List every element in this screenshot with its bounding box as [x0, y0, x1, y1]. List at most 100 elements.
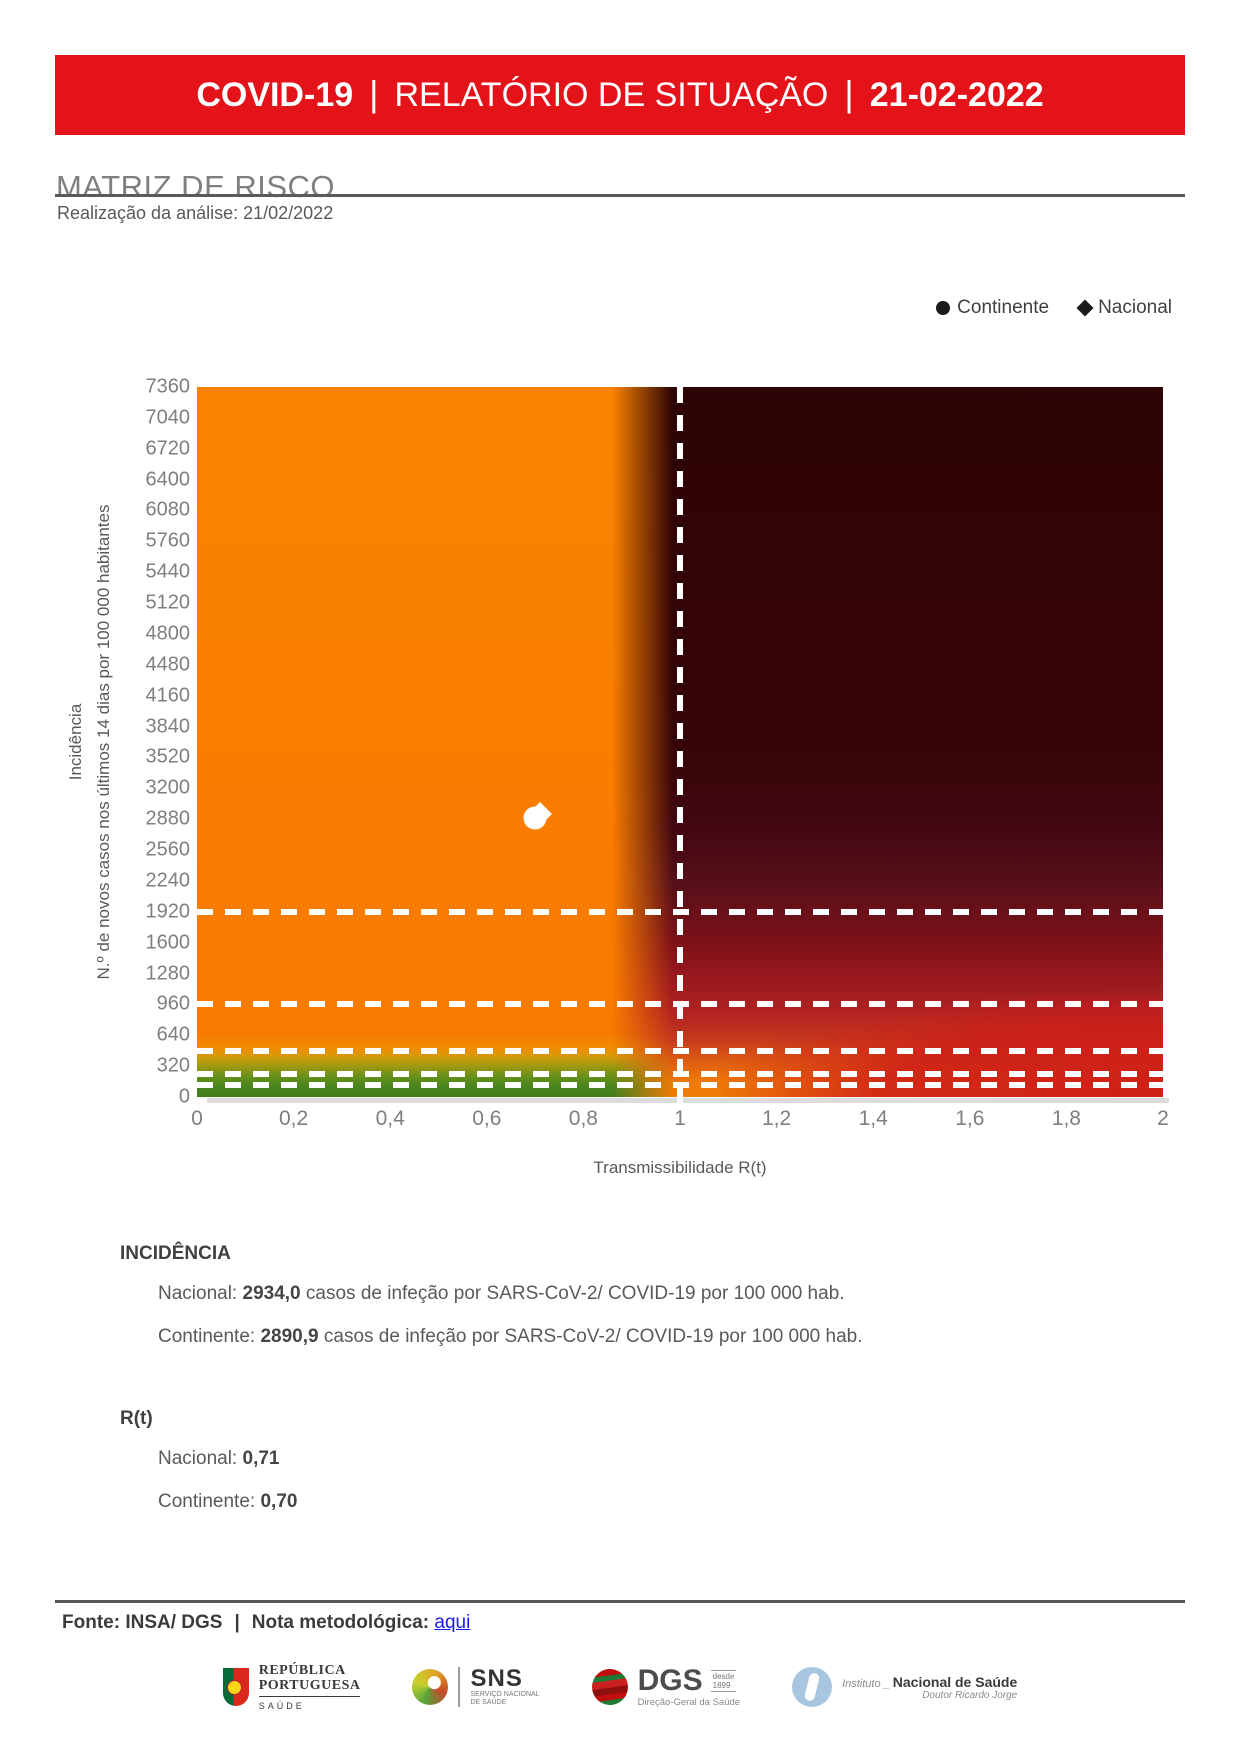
- rt-nacional-label: Nacional:: [158, 1448, 243, 1469]
- y-axis-tick-label: 2880: [145, 807, 191, 830]
- banner-date: 21-02-2022: [869, 75, 1044, 114]
- dgs-abbr: DGS: [637, 1663, 703, 1697]
- legend-item-nacional: Nacional: [1076, 297, 1172, 319]
- republica-text: REPÚBLICA PORTUGUESA SAÚDE: [258, 1663, 361, 1711]
- legend-label-nacional: Nacional: [1098, 297, 1172, 318]
- heatmap-red-corner-zone: [718, 990, 1163, 1097]
- banner-title: RELATÓRIO DE SITUAÇÃO: [394, 75, 829, 114]
- methodology-label: Nota metodológica:: [251, 1612, 430, 1633]
- dgs-since-word: desde: [712, 1671, 735, 1681]
- logo-insa: Instituto _ Nacional de Saúde Doutor Ric…: [792, 1667, 1017, 1707]
- y-axis-tick-label: 6720: [145, 437, 191, 460]
- incidence-nacional-value: 2934,0: [242, 1283, 301, 1304]
- x-axis-tick-label: 0,4: [375, 1107, 405, 1130]
- y-axis-tick-label: 5760: [145, 529, 191, 552]
- x-axis-title: Transmissibilidade R(t): [593, 1158, 767, 1177]
- footer-divider: [55, 1600, 1185, 1603]
- x-axis-tick-label: 0,2: [278, 1107, 309, 1130]
- rt-nacional-row: Nacional: 0,71: [158, 1448, 279, 1470]
- incidence-continente-label: Continente:: [158, 1326, 261, 1347]
- sns-sub-line2: DE SAÚDE: [470, 1699, 507, 1706]
- insa-top: Instituto _ Nacional de Saúde: [842, 1674, 1017, 1690]
- analysis-date: Realização da análise: 21/02/2022: [57, 203, 334, 223]
- insa-name: Nacional de Saúde: [892, 1673, 1018, 1690]
- y-axis-ticks: 7360 7040 6720 6400 6080 5760 5440 5120 4800 4480…: [90, 376, 191, 1108]
- plot-shadow: [207, 1098, 1169, 1103]
- x-axis-tick-label: 2: [1157, 1107, 1169, 1130]
- dgs-row: DGS desde 1899: [637, 1663, 740, 1697]
- sns-sub-line1: SERVIÇO NACIONAL: [470, 1691, 540, 1698]
- legend-label-continente: Continente: [957, 297, 1050, 318]
- methodology-link[interactable]: aqui: [434, 1612, 471, 1633]
- y-axis-tick-label: 5440: [145, 560, 191, 583]
- logos-bar: REPÚBLICA PORTUGUESA SAÚDE SNS SERVIÇO N…: [0, 1663, 1240, 1711]
- y-axis-tick-label: 4480: [145, 653, 191, 676]
- logo-dgs: DGS desde 1899 Direção-Geral da Saúde: [589, 1663, 741, 1708]
- republica-saude-label: SAÚDE: [258, 1701, 305, 1711]
- banner-product: COVID-19: [196, 75, 354, 114]
- page-title: MATRIZ DE RISCO: [56, 168, 336, 204]
- banner-separator: |: [369, 73, 379, 114]
- nacional-diamond-icon: [1076, 299, 1094, 317]
- rt-threshold-line-1: [677, 387, 683, 1109]
- rt-continente-row: Continente: 0,70: [158, 1491, 297, 1513]
- y-axis-tick-label: 5120: [145, 591, 191, 614]
- insa-sub: Doutor Ricardo Jorge: [922, 1689, 1018, 1701]
- y-axis-tick-label: 3840: [145, 715, 191, 738]
- republica-line1: REPÚBLICA: [258, 1663, 346, 1678]
- dgs-since-year: 1899: [712, 1680, 731, 1690]
- incidence-continente-suffix: casos de infeção por SARS-CoV-2/ COVID-1…: [318, 1326, 863, 1347]
- y-axis-tick-label: 1280: [145, 962, 191, 985]
- continente-circle-icon: [936, 301, 951, 315]
- incidence-nacional-row: Nacional: 2934,0 casos de infeção por SA…: [158, 1283, 845, 1305]
- insa-text: Instituto _ Nacional de Saúde Doutor Ric…: [842, 1674, 1017, 1701]
- sns-abbr: SNS: [470, 1665, 523, 1692]
- x-axis-tick-label: 1,2: [761, 1107, 792, 1130]
- rt-continente-value: 0,70: [260, 1491, 298, 1512]
- y-axis-tick-label: 6400: [145, 468, 191, 491]
- y-axis-title-incidencia: Incidência: [66, 703, 85, 781]
- x-axis-tick-label: 1,4: [858, 1107, 888, 1130]
- dgs-since: desde 1899: [710, 1669, 737, 1692]
- x-axis-tick-label: 1,8: [1051, 1107, 1081, 1130]
- source-label: Fonte: INSA/ DGS: [62, 1612, 223, 1633]
- incidence-continente-value: 2890,9: [260, 1326, 319, 1347]
- insa-circle-icon: [792, 1667, 833, 1707]
- rt-heading: R(t): [120, 1408, 153, 1429]
- y-axis-tick-label: 2240: [145, 869, 191, 892]
- y-axis-tick-label: 3520: [145, 745, 191, 768]
- x-axis-tick-label: 0,6: [472, 1107, 502, 1130]
- x-axis-ticks: 0 0,2 0,4 0,6 0,8 1 1,2 1,4 1,6 1,8 2: [191, 1107, 1169, 1135]
- x-axis-tick-label: 1: [674, 1107, 686, 1130]
- y-axis-tick-label: 960: [156, 992, 190, 1015]
- sns-circle-icon: [412, 1669, 449, 1705]
- report-banner: COVID-19 | RELATÓRIO DE SITUAÇÃO | 21-02…: [55, 55, 1185, 135]
- republica-rule: [258, 1696, 361, 1697]
- insa-prefix: Instituto _: [842, 1677, 890, 1690]
- heatmap-dark-red-zone: [612, 387, 1163, 1097]
- y-axis-tick-label: 7360: [145, 375, 191, 398]
- incidence-nacional-label: Nacional:: [158, 1283, 243, 1304]
- y-axis-tick-label: 1920: [145, 900, 191, 923]
- rt-nacional-value: 0,71: [242, 1448, 280, 1469]
- banner-separator: |: [844, 73, 854, 114]
- x-axis-tick-label: 0,8: [568, 1107, 598, 1130]
- y-axis-tick-label: 4800: [145, 622, 191, 645]
- y-axis-tick-label: 6080: [145, 498, 191, 521]
- y-axis-tick-label: 4160: [145, 684, 191, 707]
- x-axis-tick-label: 1,6: [955, 1107, 985, 1130]
- sns-divider: [458, 1667, 461, 1707]
- incidence-nacional-suffix: casos de infeção por SARS-CoV-2/ COVID-1…: [300, 1283, 845, 1304]
- y-axis-tick-label: 2560: [145, 838, 191, 861]
- logo-sns: SNS SERVIÇO NACIONAL DE SAÚDE: [412, 1667, 540, 1707]
- y-axis-tick-label: 320: [156, 1054, 190, 1077]
- sns-text: SNS SERVIÇO NACIONAL DE SAÚDE: [470, 1667, 539, 1707]
- incidence-continente-row: Continente: 2890,9 casos de infeção por …: [158, 1326, 863, 1348]
- y-axis-tick-label: 7040: [145, 406, 191, 429]
- dgs-text: DGS desde 1899 Direção-Geral da Saúde: [637, 1663, 741, 1708]
- logo-republica-portuguesa: REPÚBLICA PORTUGUESA SAÚDE: [222, 1663, 361, 1711]
- republica-line2: PORTUGUESA: [258, 1678, 361, 1693]
- dgs-sub: Direção-Geral da Saúde: [637, 1696, 741, 1708]
- title-divider: [55, 194, 1185, 197]
